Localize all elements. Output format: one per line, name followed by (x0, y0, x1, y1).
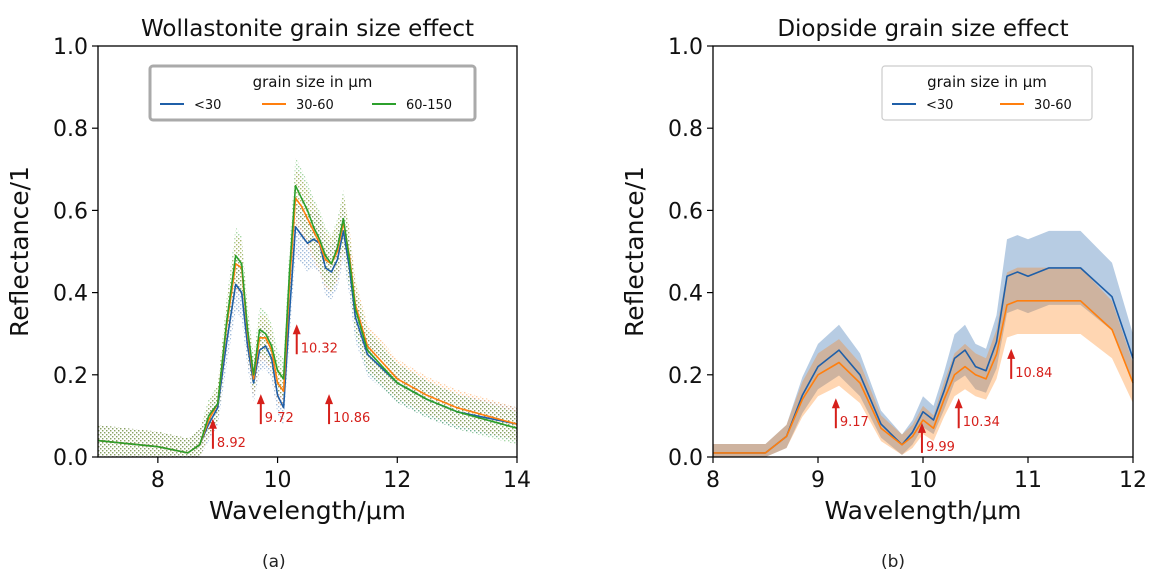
chart-title: Diopside grain size effect (777, 16, 1068, 42)
annotation-label: 10.84 (1015, 366, 1052, 381)
annotation-label: 9.72 (265, 411, 294, 426)
x-tick-label: 10 (909, 468, 937, 493)
annotation-label: 9.99 (926, 440, 955, 455)
y-axis-label: Reflectance/1 (620, 166, 649, 337)
y-tick-label: 0.8 (53, 117, 88, 142)
series-line-0 (713, 267, 1134, 454)
series-band-2 (98, 157, 517, 457)
y-tick-label: 1.0 (668, 35, 703, 60)
peak-annotation: 10.34 (954, 398, 1000, 430)
caption-a: (a) (262, 552, 286, 572)
series-line-1 (713, 299, 1134, 454)
x-axis-label: Wavelength/μm (825, 496, 1022, 525)
annotation-label: 10.34 (963, 415, 1000, 430)
annotation-label: 8.92 (217, 436, 246, 451)
x-tick-label: 12 (383, 468, 411, 493)
series-line-2 (97, 184, 518, 454)
y-tick-label: 0.6 (668, 199, 703, 224)
plot-frame (712, 45, 1134, 458)
x-tick-label: 8 (706, 468, 720, 493)
annotation-label: 10.86 (333, 411, 370, 426)
annotation-label: 10.32 (301, 341, 338, 356)
y-tick-label: 0.0 (53, 446, 88, 471)
legend: grain size in μm <30 30-60 (881, 65, 1093, 121)
y-axis-label: Reflectance/1 (5, 166, 34, 337)
peak-annotation: 9.17 (831, 398, 869, 430)
caption-b: (b) (881, 552, 906, 572)
y-tick-label: 0.8 (668, 117, 703, 142)
chart-title: Wollastonite grain size effect (141, 16, 474, 42)
x-tick-label: 11 (1014, 468, 1042, 493)
series-band-1 (713, 267, 1133, 457)
y-tick-label: 0.2 (668, 364, 703, 389)
chart-panel-1: Diopside grain size effect Wavelength/μm R… (620, 16, 1147, 525)
legend-title: grain size in μm (253, 73, 373, 91)
chart-panel-0: Wollastonite grain size effect Wavelength… (5, 16, 531, 525)
legend-entry: 60-150 (406, 98, 452, 113)
y-tick-label: 0.4 (53, 282, 88, 307)
y-tick-label: 0.4 (668, 282, 703, 307)
y-tick-label: 0.2 (53, 364, 88, 389)
x-tick-label: 14 (503, 468, 531, 493)
y-tick-label: 0.6 (53, 199, 88, 224)
y-tick-label: 0.0 (668, 446, 703, 471)
legend-entry: <30 (926, 98, 953, 113)
plot-frame (97, 45, 518, 458)
x-tick-label: 10 (264, 468, 292, 493)
series-line-0 (97, 226, 518, 454)
peak-annotation: 10.32 (292, 324, 338, 356)
series-band-0 (713, 230, 1133, 457)
peak-annotation: 8.92 (208, 418, 246, 451)
x-tick-label: 12 (1119, 468, 1147, 493)
legend-entry: 30-60 (296, 98, 334, 113)
legend: grain size in μm <30 30-60 60-150 (148, 64, 477, 122)
y-tick-label: 1.0 (53, 35, 88, 60)
x-axis-label: Wavelength/μm (209, 496, 406, 525)
legend-title: grain size in μm (927, 73, 1047, 91)
annotation-label: 9.17 (840, 415, 869, 430)
peak-annotation: 10.84 (1007, 348, 1052, 381)
peak-annotation: 9.99 (917, 422, 955, 455)
legend-entry: <30 (194, 98, 221, 113)
peak-annotation: 9.72 (256, 394, 294, 426)
x-tick-label: 8 (151, 468, 165, 493)
legend-entry: 30-60 (1034, 98, 1072, 113)
x-tick-label: 9 (811, 468, 825, 493)
peak-annotation: 10.86 (325, 394, 370, 426)
